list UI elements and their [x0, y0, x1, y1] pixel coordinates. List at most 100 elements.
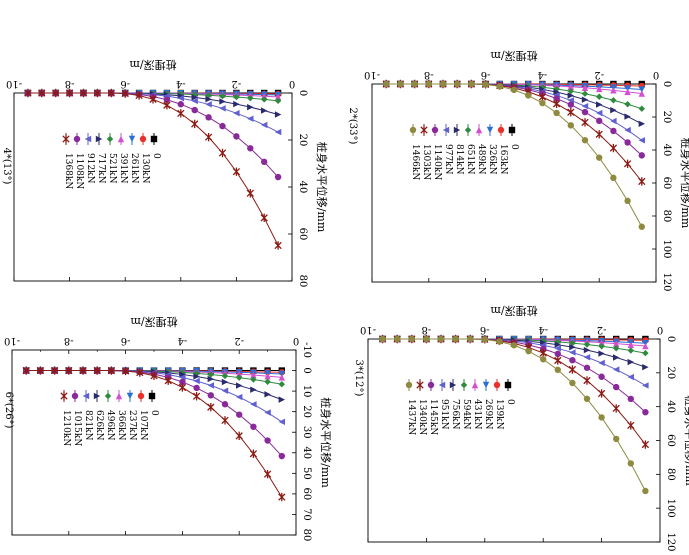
data-point — [567, 108, 575, 117]
legend-label: 1437kN — [406, 399, 416, 435]
data-point — [596, 93, 603, 100]
data-point — [278, 381, 285, 388]
data-point — [610, 97, 617, 104]
data-point — [135, 91, 143, 100]
chart-panel-4: -10 -8 -6 -4 -2 0-1001020304050607080桩埋深/m桩身水… — [3, 315, 333, 541]
y-axis-title: 桩身水平位移/mm — [315, 142, 329, 233]
data-point — [610, 174, 617, 182]
legend-swatch-marker — [471, 381, 479, 389]
data-point — [613, 366, 620, 373]
data-point — [638, 152, 645, 159]
data-point — [583, 354, 591, 361]
y-tick-label: 80 — [661, 210, 672, 223]
data-point — [193, 384, 200, 392]
data-point — [179, 371, 186, 378]
data-point — [540, 337, 547, 345]
data-point — [596, 109, 603, 117]
legend-swatch-marker — [420, 125, 428, 135]
chart-panel-3: -10 -8 -6 -4 -2 0020406080100120桩埋深/m桩身水平位移/m… — [353, 304, 689, 552]
data-point — [247, 103, 254, 111]
legend-label: 717kN — [96, 153, 106, 184]
data-point — [554, 356, 562, 365]
data-point — [624, 197, 631, 205]
data-point — [24, 88, 32, 98]
x-tick-label: -10 — [4, 335, 20, 346]
legend-swatch-marker — [139, 135, 147, 143]
legend-swatch-marker — [405, 381, 413, 389]
data-point — [247, 94, 254, 102]
data-point — [624, 113, 631, 120]
legend-swatch-marker — [497, 126, 505, 134]
data-point — [121, 89, 129, 98]
panel-label: 6*(26°) — [3, 392, 14, 429]
data-point — [553, 95, 560, 102]
data-point — [274, 241, 282, 250]
legend-label: 951kN — [439, 399, 449, 430]
legend-swatch-marker — [150, 135, 158, 143]
data-point — [481, 336, 488, 343]
data-point — [149, 95, 157, 104]
data-point — [423, 335, 430, 343]
data-point — [638, 223, 645, 230]
data-point — [627, 347, 634, 354]
data-point — [383, 80, 390, 88]
legend-entry: 977kN — [442, 124, 453, 175]
legend-entry: 139kN — [493, 379, 504, 430]
legend-entry: 821kN — [82, 390, 93, 441]
legend-swatch-marker — [137, 392, 145, 400]
chart-panel-1: -10 -8 -6 -4 -2 0020406080100120桩埋深/m桩身水平位移/m… — [347, 49, 689, 292]
y-tick-label: -10 — [301, 342, 312, 358]
x-tick-label: -6 — [120, 78, 130, 89]
legend-swatch-marker — [438, 381, 446, 389]
data-point — [121, 366, 130, 376]
data-point — [583, 364, 591, 371]
series-1437kN — [379, 335, 649, 495]
data-point — [638, 105, 645, 112]
data-point — [219, 98, 226, 105]
data-point — [496, 338, 503, 345]
data-point — [192, 392, 201, 401]
legend-swatch-marker — [148, 392, 156, 400]
x-tick-label: -4 — [178, 335, 188, 346]
legend-swatch-marker — [82, 392, 90, 400]
data-point — [583, 376, 591, 385]
legend-label: 431kN — [472, 399, 482, 430]
data-point — [232, 167, 241, 176]
y-tick-label: 120 — [665, 532, 676, 551]
data-point — [569, 343, 576, 351]
data-point — [177, 109, 185, 118]
legend-swatch-marker — [71, 392, 79, 400]
data-point — [581, 118, 589, 127]
data-point — [567, 87, 574, 95]
data-point — [136, 368, 144, 377]
data-point — [638, 137, 645, 144]
y-tick-label: 50 — [301, 467, 312, 480]
legend-label: 1340kN — [417, 399, 427, 435]
y-tick-label: 60 — [665, 434, 676, 447]
data-point — [236, 393, 243, 401]
data-point — [610, 87, 617, 94]
data-point — [567, 83, 574, 90]
legend-label: 139kN — [494, 399, 504, 430]
data-point — [247, 115, 254, 122]
data-point — [207, 382, 214, 389]
legend-entry: 1015kN — [71, 390, 82, 446]
data-point — [247, 145, 254, 152]
data-point — [36, 366, 45, 375]
data-point — [218, 148, 227, 158]
data-point — [221, 372, 229, 380]
data-point — [627, 395, 634, 403]
legend-entry: 1466kN — [409, 124, 420, 180]
data-point — [263, 469, 272, 479]
legend-entry: 814kN — [453, 124, 464, 175]
legend-label: 1303kN — [421, 144, 431, 180]
plot-frame — [371, 83, 657, 283]
data-point — [264, 372, 271, 380]
data-point — [278, 452, 285, 460]
data-point — [525, 92, 532, 99]
legend-label: 269kN — [483, 399, 493, 430]
plot-frame — [13, 92, 293, 282]
y-tick-label: 0 — [661, 81, 672, 87]
data-point — [264, 409, 271, 416]
legend-swatch-marker — [427, 381, 435, 389]
